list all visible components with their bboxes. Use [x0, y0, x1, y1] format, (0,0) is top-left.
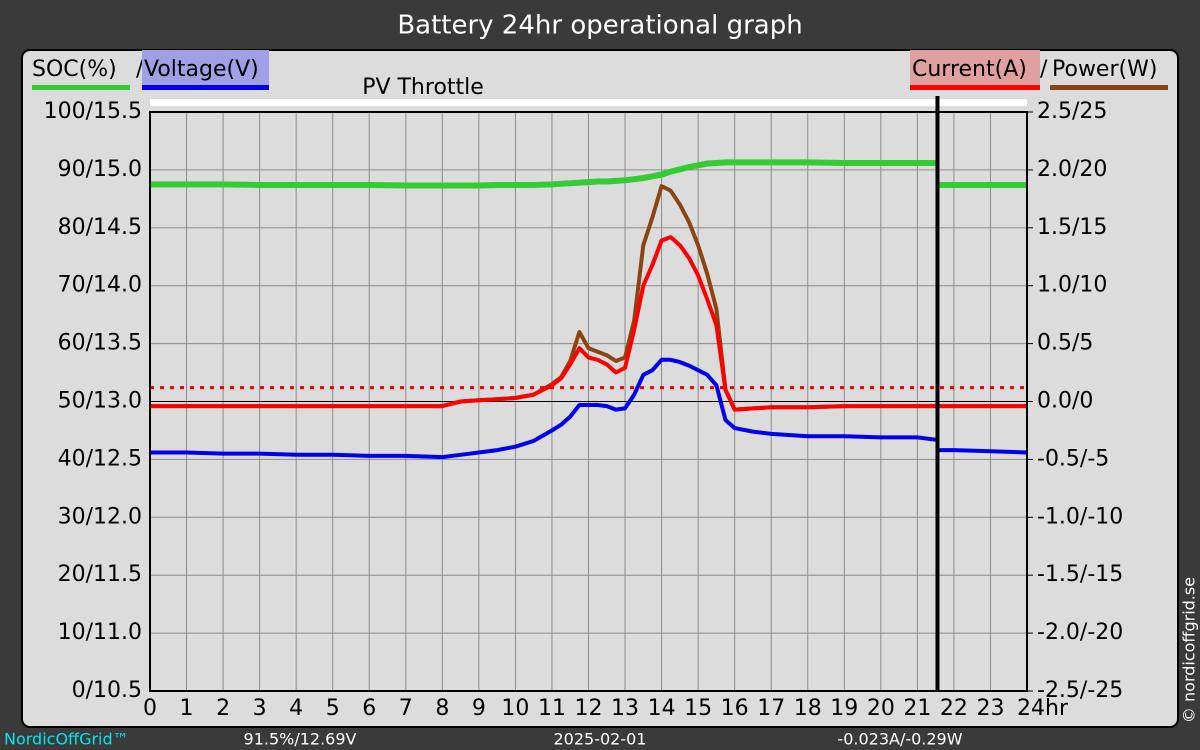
x-tick-label: 1 [180, 696, 194, 721]
y2-tick-label: 1.0/10 [1037, 273, 1107, 298]
x-tick-label: 23 [976, 696, 1004, 721]
plot-frame [149, 111, 1028, 692]
y-tick-label: 80/14.5 [58, 215, 142, 240]
series-line [150, 159, 1027, 189]
x-tick-label: 18 [794, 696, 822, 721]
x-tick-label: 19 [830, 696, 858, 721]
y2-tick-label: -1.0/-10 [1037, 504, 1123, 529]
x-tick-label: 17 [757, 696, 785, 721]
footer: NordicOffGrid™ 91.5%/12.69V 2025-02-01 -… [4, 577, 1199, 749]
y-tick-label: 60/13.5 [58, 331, 142, 356]
legend-highlight [142, 50, 269, 86]
y-tick-label: 50/13.0 [58, 389, 142, 414]
y2-tick-label: 0.5/5 [1037, 331, 1093, 356]
x-tick-label: 14 [648, 696, 676, 721]
x-tick-label: 22 [940, 696, 968, 721]
legend-label: Current(A) [912, 57, 1027, 82]
annotation: PV Throttle [362, 75, 484, 100]
throttle-bar [150, 99, 1027, 106]
legend-swatch [32, 85, 130, 90]
y2-tick-label: -2.5/-25 [1037, 678, 1123, 703]
legend-highlight [910, 50, 1040, 86]
legend-label: SOC(%) [32, 57, 117, 82]
brand: NordicOffGrid™ [4, 730, 129, 749]
y2-tick-label: -1.5/-15 [1037, 562, 1123, 587]
y2-tick-label: 2.0/20 [1037, 157, 1107, 182]
legend-swatch [910, 85, 1040, 90]
x-tick-label: 24hr [1017, 696, 1069, 721]
copyright: © nordicoffgrid.se [1180, 577, 1199, 723]
x-tick-label: 11 [538, 696, 566, 721]
x-tick-label: 4 [289, 696, 303, 721]
date: 2025-02-01 [554, 730, 647, 749]
legend-swatch [1050, 85, 1168, 90]
x-tick-label: 9 [472, 696, 486, 721]
y-tick-label: 90/15.0 [58, 157, 142, 182]
y-tick-label: 70/14.0 [58, 273, 142, 298]
x-tick-label: 2 [216, 696, 230, 721]
series-line [150, 235, 1027, 412]
x-tick-label: 10 [501, 696, 529, 721]
y-tick-label: 20/11.5 [58, 562, 142, 587]
y-tick-label: 0/10.5 [72, 678, 142, 703]
y-tick-label: 100/15.5 [44, 99, 142, 124]
x-tick-label: 16 [721, 696, 749, 721]
x-tick-label: 0 [143, 696, 157, 721]
x-tick-label: 5 [326, 696, 340, 721]
latest-reading: 91.5%/12.69V [244, 730, 357, 749]
y2-tick-label: 0.0/0 [1037, 389, 1093, 414]
legend-separator: / [136, 57, 144, 82]
legend-label: Voltage(V) [144, 57, 259, 82]
y2-tick-label: 1.5/15 [1037, 215, 1107, 240]
x-tick-label: 6 [362, 696, 376, 721]
x-tick-label: 8 [435, 696, 449, 721]
y2-tick-label: 2.5/25 [1037, 99, 1107, 124]
series-line [150, 357, 1028, 460]
x-tick-label: 13 [611, 696, 639, 721]
latest-flow: -0.023A/-0.29W [837, 730, 962, 749]
legend-swatch [142, 85, 269, 90]
y-tick-label: 30/12.0 [58, 504, 142, 529]
y-tick-label: 40/12.5 [58, 446, 142, 471]
chart-title: Battery 24hr operational graph [397, 11, 802, 41]
x-tick-label: 20 [867, 696, 895, 721]
x-tick-label: 21 [903, 696, 931, 721]
x-tick-label: 12 [575, 696, 603, 721]
y2-tick-label: -2.0/-20 [1037, 620, 1123, 645]
y2-tick-label: -0.5/-5 [1037, 446, 1109, 471]
x-tick-label: 15 [684, 696, 712, 721]
legend-label: Power(W) [1052, 57, 1157, 82]
x-tick-label: 7 [399, 696, 413, 721]
legend-separator: / [1040, 57, 1048, 82]
x-tick-label: 3 [253, 696, 267, 721]
y-tick-label: 10/11.0 [58, 620, 142, 645]
